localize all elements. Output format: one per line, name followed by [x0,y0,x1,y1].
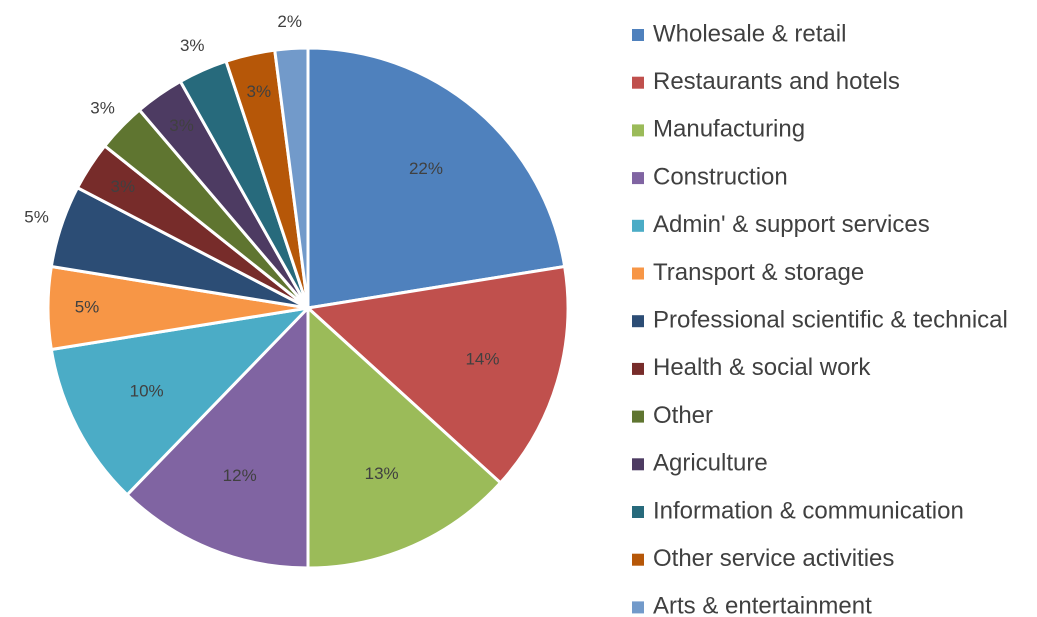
legend-label: Agriculture [653,450,768,477]
legend-label: Transport & storage [653,259,864,286]
legend-label: Admin' & support services [653,211,930,238]
data-label: 13% [365,464,399,483]
legend-swatch [632,76,644,89]
legend-swatch [632,506,644,518]
legend-label: Other service activities [653,545,894,572]
data-label: 5% [75,297,100,316]
pie-slice [125,304,310,570]
legend-label: Arts & entertainment [653,593,872,617]
pie-slice [49,305,313,497]
legend-label: Professional scientific & technical [653,307,1008,334]
legend-swatch [632,601,644,614]
legend-label: Health & social work [653,354,871,381]
data-label: 12% [223,466,257,485]
data-label: 14% [465,349,499,368]
legend-swatch [632,219,644,232]
data-label: 3% [180,36,205,55]
data-label: 22% [409,159,443,178]
pie-slice [306,304,503,570]
legend-swatch [632,458,644,471]
legend-swatch [632,362,644,375]
pie-slice [306,46,567,310]
legend-label: Restaurants and hotels [653,68,900,95]
legend-swatch [632,124,644,137]
data-label: 3% [110,177,135,196]
data-label: 10% [130,382,164,401]
data-label: 2% [277,12,302,31]
pie-slice [304,264,570,485]
legend-swatch [632,410,644,423]
legend-label: Manufacturing [653,116,805,143]
legend-swatch [632,29,644,41]
data-label: 5% [24,207,49,226]
data-label: 3% [90,99,115,118]
legend-label: Construction [653,163,788,190]
legend-swatch [632,315,644,328]
data-label: 3% [247,82,272,101]
legend-label: Other [653,402,713,429]
legend-swatch [632,172,644,185]
legend-label: Wholesale & retail [653,20,846,47]
legend-label: Information & communication [653,497,964,524]
legend-swatch [632,553,644,566]
pie-slice [273,46,310,309]
legend-swatch [632,267,644,280]
data-label: 3% [169,116,194,135]
